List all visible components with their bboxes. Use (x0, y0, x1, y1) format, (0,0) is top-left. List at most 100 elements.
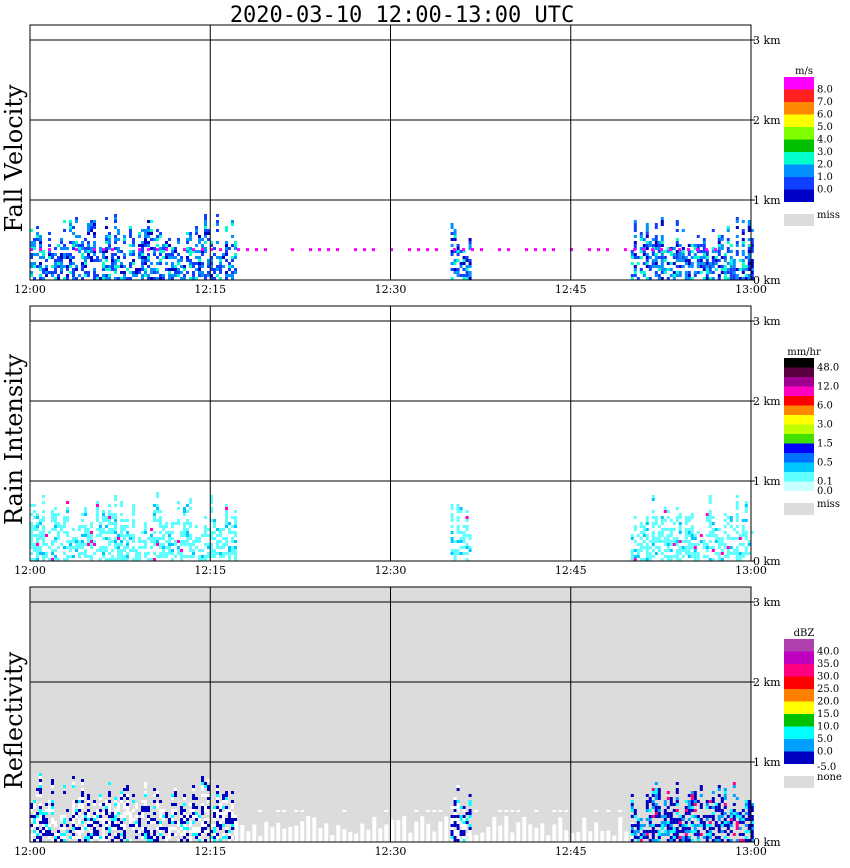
echo-cell (174, 274, 177, 277)
echo-cell (159, 827, 162, 830)
echo-cell (714, 259, 718, 262)
echo-cell (216, 534, 219, 537)
feature-mark (669, 248, 672, 252)
echo-cell (729, 277, 733, 280)
echo-cell (675, 507, 679, 510)
echo-cell (708, 824, 712, 827)
echo-cell (216, 274, 219, 277)
echo-cell (675, 800, 679, 803)
echo-cell (186, 241, 189, 244)
echo-cell (120, 815, 123, 818)
echo-cell (132, 824, 135, 827)
echo-cell (459, 806, 463, 809)
echo-cell (636, 262, 640, 265)
echo-cell (213, 836, 216, 839)
echo-cell (117, 546, 120, 549)
echo-cell (195, 815, 198, 818)
echo-cell (687, 516, 691, 519)
echo-cell (36, 253, 39, 256)
echo-cell (195, 833, 198, 836)
feature-mark (633, 248, 636, 252)
echo-cell (651, 549, 655, 552)
echo-cell (111, 815, 114, 818)
echo-cell (213, 247, 216, 250)
echo-cell (171, 827, 174, 830)
echo-cell (84, 827, 87, 830)
echo-cell (33, 800, 36, 803)
echo-cell (636, 543, 640, 546)
echo-cell (453, 540, 457, 543)
echo-cell (630, 253, 634, 256)
echo-cell (750, 806, 754, 809)
echo-cell (747, 259, 751, 262)
echo-cell (651, 803, 655, 806)
echo-cell (69, 229, 72, 232)
echo-cell (114, 522, 117, 525)
echo-cell (186, 815, 189, 818)
echo-cell (708, 501, 712, 504)
echo-cell (99, 522, 102, 525)
echo-cell (57, 833, 60, 836)
echo-cell (726, 555, 730, 558)
echo-cell (672, 809, 676, 812)
echo-cell (462, 525, 466, 528)
echo-cell (630, 277, 634, 280)
echo-cell (183, 531, 186, 534)
echo-cell (102, 803, 105, 806)
echo-cell (102, 821, 105, 824)
echo-cell (168, 244, 171, 247)
echo-cell (234, 247, 237, 250)
echo-cell (30, 806, 33, 809)
echo-cell (180, 256, 183, 259)
echo-cell (63, 253, 66, 256)
echo-cell (135, 268, 138, 271)
echo-cell (78, 250, 81, 253)
echo-cell (117, 537, 120, 540)
echo-cell (222, 265, 225, 268)
echo-cell (39, 534, 42, 537)
echo-cell (84, 507, 87, 510)
time-tick-label: 12:30 (375, 564, 407, 577)
echo-cell (219, 824, 222, 827)
echo-cell (219, 268, 222, 271)
echo-cell (639, 546, 643, 549)
echo-cell (108, 513, 111, 516)
echo-cell (129, 265, 132, 268)
echo-cell (234, 558, 237, 561)
echo-cell (30, 522, 33, 525)
echo-cell (663, 809, 667, 812)
echo-cell (111, 540, 114, 543)
echo-cell (684, 277, 688, 280)
echo-cell (108, 552, 111, 555)
echo-cell (708, 271, 712, 274)
feature-mark (426, 248, 429, 252)
echo-cell (204, 543, 207, 546)
echo-cell (300, 810, 305, 812)
feature-mark (372, 248, 375, 252)
echo-cell (651, 833, 655, 836)
echo-cell (108, 782, 111, 785)
echo-cell (717, 274, 721, 277)
echo-cell (456, 833, 460, 836)
echo-cell (120, 555, 123, 558)
echo-cell (105, 812, 108, 815)
echo-cell (669, 268, 673, 271)
echo-cell (198, 558, 201, 561)
echo-cell (165, 244, 168, 247)
echo-cell (57, 830, 60, 833)
echo-cell (87, 531, 90, 534)
echo-cell (210, 507, 213, 510)
echo-cell (54, 247, 57, 250)
echo-cell (717, 794, 721, 797)
echo-cell (687, 806, 691, 809)
echo-cell (126, 800, 129, 803)
echo-cell (42, 256, 45, 259)
echo-cell (216, 552, 219, 555)
echo-cell (36, 516, 39, 519)
feature-mark (93, 248, 96, 252)
echo-cell (30, 241, 33, 244)
echo-cell (669, 821, 673, 824)
echo-cell (162, 525, 165, 528)
echo-cell (159, 800, 162, 803)
echo-cell (645, 534, 649, 537)
